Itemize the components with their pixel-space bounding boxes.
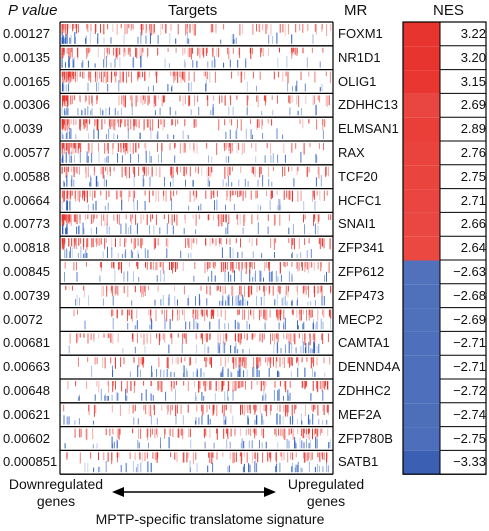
mr-label: TCF20: [338, 168, 378, 184]
p-value-cell: 0.000851: [3, 454, 58, 470]
nes-heat-cell: [403, 284, 440, 309]
mr-label: FOXM1: [338, 26, 383, 41]
nes-heat-cell: [403, 450, 440, 475]
nes-value: 2.69: [460, 97, 486, 113]
p-value-cell: 0.00664: [3, 192, 50, 208]
arrow-head-left: [112, 487, 124, 497]
mr-label: MEF2A: [338, 406, 382, 422]
nes-value: −2.75: [453, 430, 486, 446]
nes-value: 2.75: [460, 168, 486, 184]
mr-label: OLIG1: [338, 73, 377, 89]
nes-value: 3.20: [460, 49, 486, 65]
upregulated-genes-label: Upregulated genes: [287, 476, 365, 509]
nes-heat-cell: [403, 46, 440, 71]
nes-heat-cell: [403, 427, 440, 451]
nes-value: −2.72: [453, 383, 486, 398]
p-value-cell: 0.00588: [3, 168, 50, 184]
mr-label: ZFP612: [338, 264, 385, 279]
mr-label: NR1D1: [338, 49, 381, 65]
mr-label: ZFP341: [338, 240, 385, 256]
p-value-cell: 0.00127: [3, 26, 50, 41]
nes-value: −2.63: [453, 264, 486, 279]
mr-label: ZFP473: [338, 287, 385, 303]
downregulated-genes-label: Downregulated genes: [8, 476, 104, 509]
p-value-cell: 0.00739: [3, 287, 50, 303]
nes-heat-cell: [403, 260, 440, 285]
mr-label: SNAI1: [338, 216, 376, 232]
p-value-cell: 0.00577: [3, 145, 50, 160]
p-value-cell: 0.00648: [3, 383, 50, 398]
nes-heat-cell: [403, 165, 440, 190]
nes-heat-cell: [403, 93, 440, 118]
nes-heat-cell: [403, 22, 440, 47]
p-value-cell: 0.00621: [3, 406, 50, 422]
nes-value: −2.71: [453, 359, 486, 375]
p-value-cell: 0.00818: [3, 240, 50, 256]
nes-value: 2.76: [460, 145, 486, 160]
p-value-cell: 0.00663: [3, 359, 50, 375]
nes-value: −2.69: [453, 311, 486, 327]
nes-value: 2.66: [460, 216, 486, 232]
nes-heat-cell: [403, 379, 440, 404]
nes-value: 3.22: [460, 26, 486, 41]
nes-heat-cell: [403, 355, 440, 380]
x-axis-label: MPTP-specific translatome signature: [95, 511, 325, 527]
mr-label: RAX: [338, 145, 365, 160]
mr-label: SATB1: [338, 454, 379, 470]
p-value-cell: 0.00165: [3, 73, 50, 89]
nes-heat-cell: [403, 331, 440, 356]
p-value-cell: 0.0072: [3, 311, 43, 327]
nes-heat-cell: [403, 236, 440, 261]
mr-label: DENND4A: [338, 359, 401, 375]
mr-header: MR: [344, 2, 368, 19]
nes-heat-cell: [403, 403, 440, 428]
nes-value: −2.68: [453, 287, 486, 303]
p-value-cell: 0.00135: [3, 49, 50, 65]
mr-label: HCFC1: [338, 192, 382, 208]
nes-value: −2.71: [453, 335, 486, 351]
p-value-cell: 0.00602: [3, 430, 50, 446]
nes-heat-cell: [403, 189, 440, 213]
mr-label: MECP2: [338, 311, 383, 327]
mr-label: ZFP780B: [338, 430, 393, 446]
nes-header: NES: [433, 2, 464, 19]
nes-value: 2.89: [460, 121, 486, 137]
nes-value: 2.64: [460, 240, 486, 256]
mr-label: CAMTA1: [338, 335, 390, 351]
p-value-cell: 0.00681: [3, 335, 50, 351]
nes-heat-cell: [403, 212, 440, 237]
arrow-head-right: [264, 487, 276, 497]
targets-header: Targets: [168, 2, 218, 19]
mr-label: ZDHHC2: [338, 383, 391, 398]
nes-heat-cell: [403, 308, 440, 332]
nes-value: 2.71: [460, 192, 486, 208]
mr-label: ZDHHC13: [338, 97, 398, 113]
nes-heat-cell: [403, 117, 440, 142]
p-value-cell: 0.0039: [3, 121, 43, 137]
nes-value: 3.15: [460, 73, 486, 89]
nes-value: −3.33: [453, 454, 486, 470]
p-value-header: P value: [8, 2, 58, 19]
nes-column-frame: [402, 21, 487, 475]
nes-value: −2.74: [453, 406, 486, 422]
mr-label: ELMSAN1: [338, 121, 399, 137]
p-value-cell: 0.00845: [3, 264, 50, 279]
p-value-cell: 0.00773: [3, 216, 50, 232]
nes-heat-cell: [403, 141, 440, 166]
p-value-cell: 0.00306: [3, 97, 50, 113]
nes-heat-cell: [403, 70, 440, 94]
